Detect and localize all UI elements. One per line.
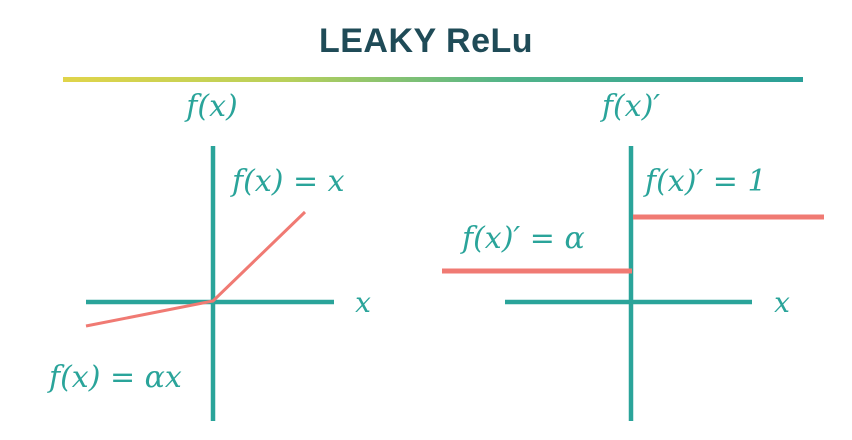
left-x-axis-label: x — [355, 286, 371, 319]
right-panel-heading: f(x)′ — [600, 89, 660, 124]
left-positive-label: f(x) = x — [230, 164, 345, 199]
left-panel: f(x) x f(x) = x f(x) = αx — [47, 89, 371, 421]
title-divider — [63, 77, 803, 82]
page-title: LEAKY ReLu — [318, 22, 534, 60]
left-panel-heading: f(x) — [184, 89, 237, 124]
right-negative-label: f(x)′ = α — [460, 221, 585, 256]
leaky-relu-curve — [85, 210, 307, 328]
left-negative-label: f(x) = αx — [47, 360, 182, 395]
right-x-axis-label: x — [774, 286, 790, 319]
right-positive-label: f(x)′ = 1 — [643, 164, 767, 199]
right-panel: f(x)′ x f(x)′ = 1 f(x)′ = α — [442, 89, 824, 421]
